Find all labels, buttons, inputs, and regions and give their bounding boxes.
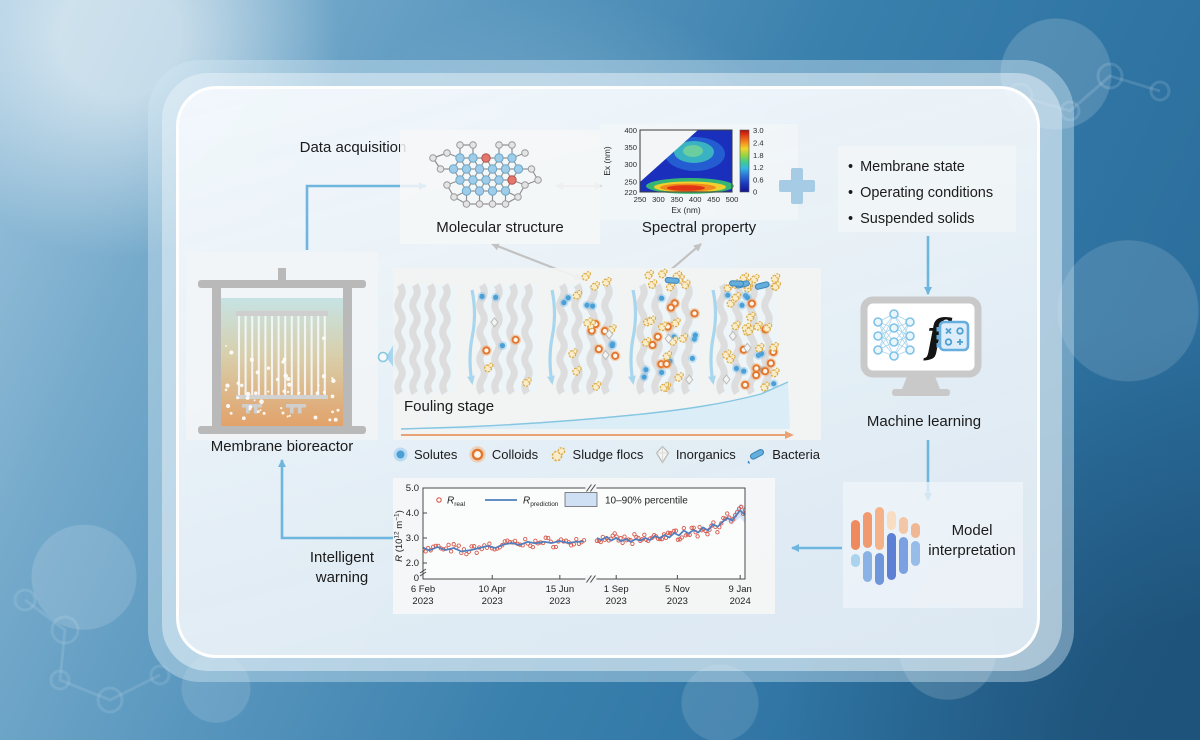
svg-text:350: 350 bbox=[670, 195, 683, 204]
svg-text:450: 450 bbox=[707, 195, 720, 204]
svg-text:2023: 2023 bbox=[482, 596, 503, 607]
model-inputs-list: • Membrane state • Operating conditions • S… bbox=[838, 146, 1016, 232]
svg-text:6 Feb: 6 Feb bbox=[411, 584, 435, 595]
svg-text:Ex (nm): Ex (nm) bbox=[602, 146, 612, 176]
svg-text:500: 500 bbox=[726, 195, 739, 204]
svg-text:5 Nov: 5 Nov bbox=[665, 584, 690, 595]
svg-text:2.4: 2.4 bbox=[753, 138, 764, 147]
membrane-bioreactor-illustration bbox=[198, 268, 366, 434]
data-acquisition-label: Data acquisition bbox=[299, 139, 407, 156]
legend-item-inorganics: Inorganics bbox=[654, 445, 736, 464]
membrane-bioreactor-caption: Membrane bioreactor bbox=[210, 438, 354, 455]
svg-text:400: 400 bbox=[624, 126, 637, 135]
legend-item-bacteria: Bacteria bbox=[746, 445, 820, 464]
model-interpretation-caption: Model interpretation bbox=[928, 522, 1016, 560]
legend-item-solutes: Solutes bbox=[392, 446, 457, 463]
monitor-stand bbox=[902, 374, 940, 389]
molecular-structure-caption: Molecular structure bbox=[436, 219, 564, 236]
svg-text:350: 350 bbox=[624, 143, 637, 152]
svg-text:250: 250 bbox=[634, 195, 647, 204]
inorganics-icon bbox=[655, 445, 670, 464]
solutes-icon bbox=[393, 447, 408, 462]
foulant-legend: Solutes Colloids Sludge flocs Inorganics… bbox=[392, 445, 820, 464]
calculator-chip-icon bbox=[936, 320, 970, 352]
bullet-icon: • bbox=[848, 159, 854, 175]
svg-text:400: 400 bbox=[689, 195, 702, 204]
svg-text:0: 0 bbox=[753, 187, 757, 196]
svg-text:9 Jan: 9 Jan bbox=[729, 584, 752, 595]
svg-text:300: 300 bbox=[624, 160, 637, 169]
shap-plot-illustration bbox=[851, 507, 920, 585]
colloids-icon bbox=[469, 446, 486, 463]
molecular-structure-tile bbox=[400, 130, 600, 244]
svg-text:3.0: 3.0 bbox=[406, 533, 419, 544]
intelligent-warning-label: Intelligent warning bbox=[309, 549, 375, 587]
svg-text:1 Sep: 1 Sep bbox=[604, 584, 629, 595]
neural-network-icon bbox=[873, 309, 915, 361]
model-interpretation-tile bbox=[843, 482, 1023, 608]
svg-text:4.0: 4.0 bbox=[406, 508, 419, 519]
eem-heatmap: 400 350 300 250 220 250 300 350 400 450 … bbox=[602, 126, 764, 215]
list-item: • Operating conditions bbox=[848, 185, 994, 201]
eem-axis-labels: 400 350 300 250 220 250 300 350 400 450 … bbox=[602, 126, 764, 215]
machine-learning-icon: f bbox=[860, 296, 982, 396]
bullet-icon: • bbox=[848, 211, 854, 227]
legend-item-colloids: Colloids bbox=[468, 445, 538, 464]
svg-text:2023: 2023 bbox=[412, 596, 433, 607]
eem-colorbar bbox=[739, 129, 750, 193]
list-item: • Suspended solids bbox=[848, 211, 975, 227]
svg-text:2023: 2023 bbox=[549, 596, 570, 607]
zoom-point-marker bbox=[377, 351, 389, 363]
svg-text:1.8: 1.8 bbox=[753, 151, 764, 160]
bullet-icon: • bbox=[848, 185, 854, 201]
arrow-data-acquisition bbox=[305, 182, 427, 250]
bacteria-icon bbox=[747, 448, 765, 464]
svg-text:2023: 2023 bbox=[667, 596, 688, 607]
svg-text:220: 220 bbox=[624, 188, 637, 197]
plus-icon bbox=[779, 168, 815, 204]
molecule-illustration bbox=[429, 141, 542, 208]
svg-text:0: 0 bbox=[414, 573, 419, 584]
svg-text:2023: 2023 bbox=[606, 596, 627, 607]
spectral-property-caption: Spectral property bbox=[641, 219, 757, 236]
svg-text:5.0: 5.0 bbox=[406, 483, 419, 494]
fouling-stage-illustration bbox=[394, 268, 794, 439]
svg-text:10 Apr: 10 Apr bbox=[478, 584, 505, 595]
eem-plot bbox=[639, 129, 734, 194]
machine-learning-caption: Machine learning bbox=[866, 413, 982, 430]
arrow-intelligent-warning bbox=[278, 459, 393, 540]
svg-text:1.2: 1.2 bbox=[753, 163, 764, 172]
list-item: • Membrane state bbox=[848, 159, 965, 175]
svg-text:2.0: 2.0 bbox=[406, 558, 419, 569]
sludge-flocs-icon bbox=[551, 447, 565, 462]
svg-text:R (1012 m−1): R (1012 m−1) bbox=[394, 510, 406, 562]
svg-text:2024: 2024 bbox=[730, 596, 751, 607]
svg-text:250: 250 bbox=[624, 177, 637, 186]
svg-text:10–90% percentile: 10–90% percentile bbox=[605, 496, 688, 507]
svg-text:3.0: 3.0 bbox=[753, 126, 764, 135]
background-molecule-motif bbox=[13, 588, 171, 714]
legend-item-sludge-flocs: Sludge flocs bbox=[549, 445, 643, 464]
aerator bbox=[242, 404, 306, 414]
svg-text:Ex (nm): Ex (nm) bbox=[671, 205, 701, 215]
svg-text:300: 300 bbox=[652, 195, 665, 204]
svg-text:15 Jun: 15 Jun bbox=[546, 584, 575, 595]
svg-text:0.6: 0.6 bbox=[753, 176, 764, 185]
fouling-stage-caption: Fouling stage bbox=[404, 398, 495, 415]
